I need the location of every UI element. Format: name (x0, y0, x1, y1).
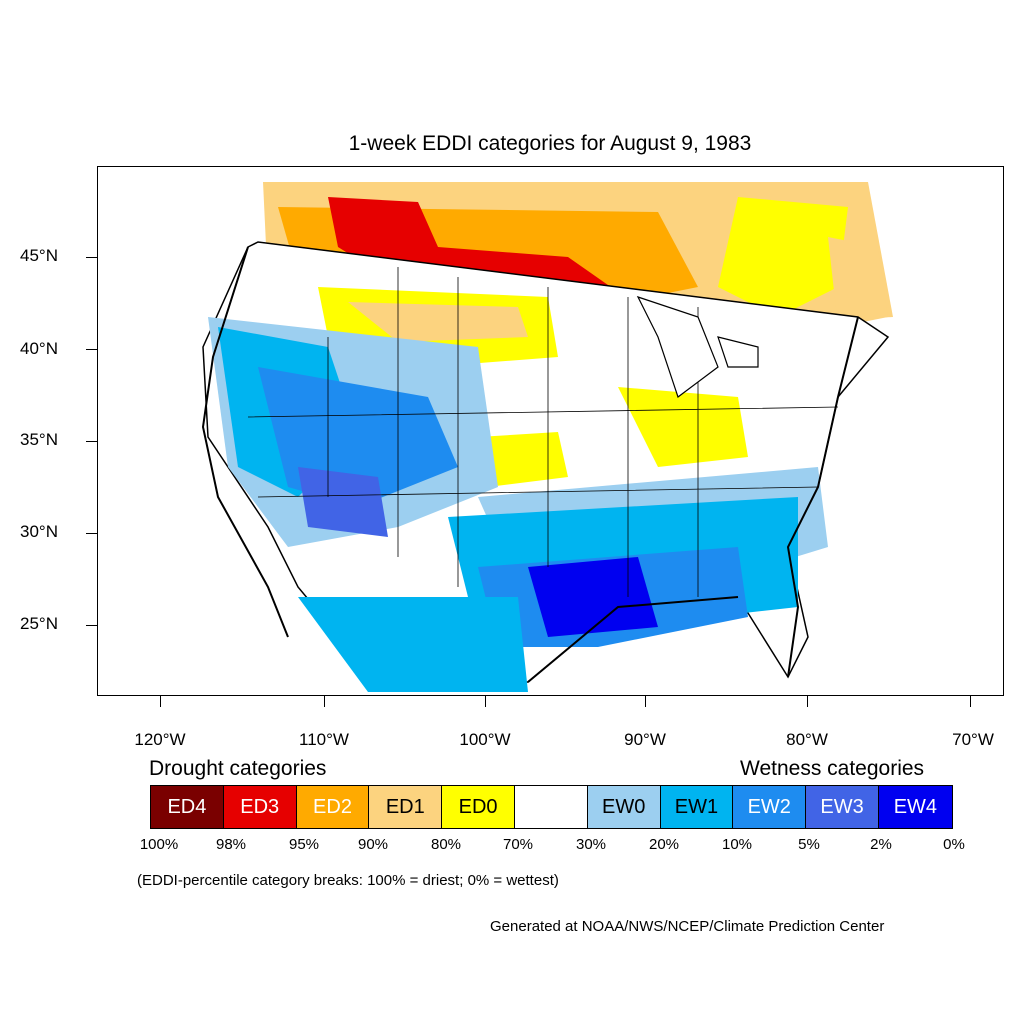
kansas-ed0-region (478, 432, 568, 487)
category-breaks-note: (EDDI-percentile category breaks: 100% =… (137, 872, 559, 889)
lon-label-80: 80°W (786, 730, 828, 749)
lat-label-35: 35°N (20, 430, 58, 449)
legend-swatch: ED1 (369, 786, 443, 828)
lat-tick (86, 257, 97, 258)
lon-tick (807, 696, 808, 707)
lon-label-110: 110°W (299, 730, 349, 749)
break-label: 20% (648, 836, 680, 853)
break-label: 2% (870, 836, 892, 853)
lat-label-25: 25°N (20, 614, 58, 633)
southwest-ew3-region (298, 467, 388, 537)
quebec-ed0-region (718, 197, 848, 317)
break-label: 98% (215, 836, 247, 853)
drought-categories-heading: Drought categories (149, 757, 327, 780)
legend-swatch (514, 786, 588, 828)
break-label: 30% (575, 836, 607, 853)
legend-swatch: ED0 (442, 786, 515, 828)
lat-tick (86, 349, 97, 350)
lon-tick (160, 696, 161, 707)
northeast-ed1-region (828, 237, 888, 327)
lon-label-100: 100°W (459, 730, 511, 749)
map-title: 1-week EDDI categories for August 9, 198… (348, 132, 752, 155)
break-label: 100% (139, 836, 179, 853)
legend-swatch: ED4 (151, 786, 224, 828)
break-label: 90% (357, 836, 389, 853)
break-label: 5% (798, 836, 820, 853)
lon-tick (645, 696, 646, 707)
lat-label-40: 40°N (20, 339, 58, 358)
lon-label-90: 90°W (624, 730, 666, 749)
lat-tick (86, 625, 97, 626)
ohio-valley-ed0-region (618, 387, 748, 467)
lon-tick (970, 696, 971, 707)
break-label: 10% (721, 836, 753, 853)
lon-tick (485, 696, 486, 707)
coastline (201, 246, 859, 683)
break-label: 80% (430, 836, 462, 853)
legend-swatch: EW4 (878, 786, 952, 828)
great-lakes (636, 295, 759, 398)
lon-label-120: 120°W (134, 730, 186, 749)
break-label: 0% (943, 836, 965, 853)
lat-label-30: 30°N (20, 522, 58, 541)
lat-tick (86, 533, 97, 534)
legend-swatch: EW2 (733, 786, 807, 828)
legend-swatch: ED3 (223, 786, 297, 828)
legend-swatch: EW1 (660, 786, 734, 828)
break-label: 70% (502, 836, 534, 853)
category-legend: ED4 ED3 ED2 ED1 ED0 EW0 EW1 EW2 EW3 EW4 (150, 785, 953, 829)
texas-ew4-region (528, 557, 658, 637)
legend-swatch: EW0 (587, 786, 661, 828)
legend-swatch: ED2 (296, 786, 370, 828)
lat-label-45: 45°N (20, 246, 58, 265)
wetness-categories-heading: Wetness categories (740, 757, 925, 780)
state-borders (247, 241, 859, 597)
lat-tick (86, 441, 97, 442)
credit-line: Generated at NOAA/NWS/NCEP/Climate Predi… (490, 918, 885, 935)
eddi-map (97, 166, 1004, 696)
mexico-ew1-region (298, 597, 528, 692)
lon-tick (324, 696, 325, 707)
lon-label-70: 70°W (952, 730, 994, 749)
break-label: 95% (288, 836, 320, 853)
plains-ed1-region (348, 302, 528, 342)
legend-swatch: EW3 (806, 786, 879, 828)
